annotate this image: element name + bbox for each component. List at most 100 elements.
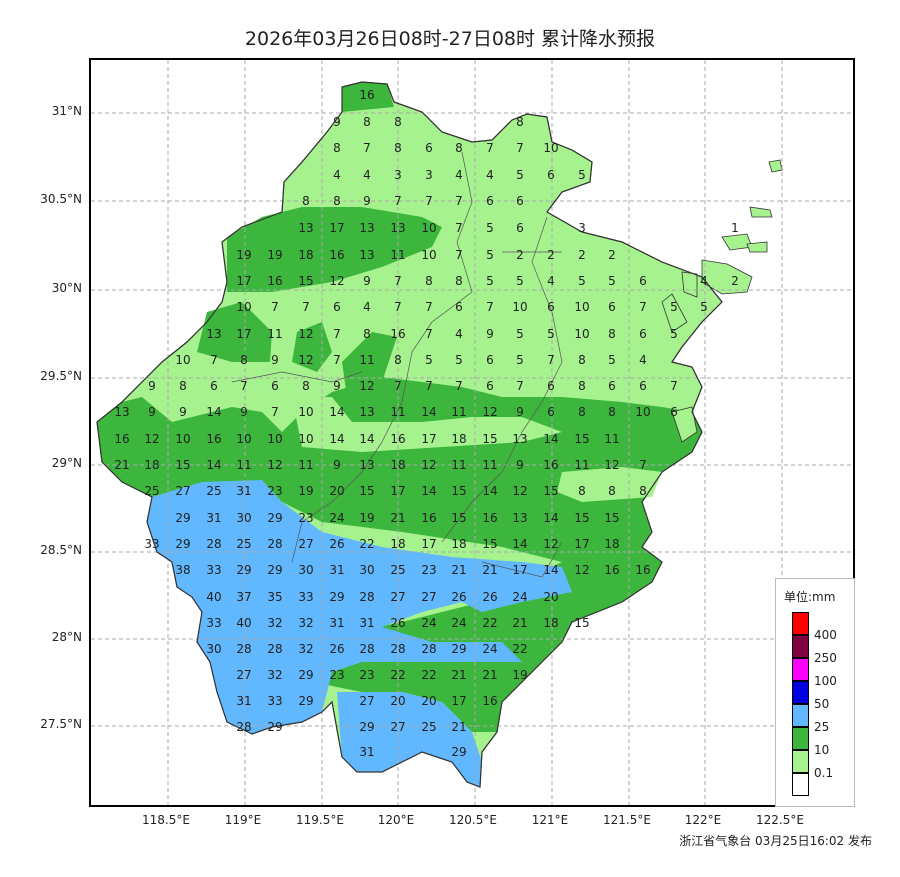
station-value: 17 <box>512 563 528 577</box>
station-value: 8 <box>333 194 341 208</box>
station-value: 24 <box>421 616 437 630</box>
station-value: 12 <box>512 484 528 498</box>
station-value: 12 <box>329 274 345 288</box>
y-label-30-5n: 30.5°N <box>40 192 82 206</box>
station-value: 13 <box>512 432 528 446</box>
station-value: 15 <box>574 616 590 630</box>
station-value: 35 <box>267 590 283 604</box>
station-value: 24 <box>512 590 528 604</box>
station-value: 27 <box>298 537 314 551</box>
y-label-29-5n: 29.5°N <box>40 369 82 383</box>
station-value: 15 <box>574 432 590 446</box>
x-label-121e: 121°E <box>531 813 569 827</box>
station-value: 9 <box>333 458 341 472</box>
station-value: 19 <box>512 668 528 682</box>
legend-swatch-0-1 <box>792 750 809 773</box>
station-value: 15 <box>482 432 498 446</box>
station-value: 17 <box>329 221 345 235</box>
x-label-120e: 120°E <box>377 813 415 827</box>
station-value: 7 <box>425 379 433 393</box>
station-value: 6 <box>486 353 494 367</box>
station-value: 7 <box>394 300 402 314</box>
x-label-119e: 119°E <box>224 813 262 827</box>
station-value: 40 <box>206 590 222 604</box>
station-value: 13 <box>359 405 375 419</box>
station-value: 32 <box>267 668 283 682</box>
station-value: 15 <box>574 511 590 525</box>
station-value: 11 <box>298 458 314 472</box>
station-value: 5 <box>516 168 524 182</box>
station-value: 16 <box>359 88 375 102</box>
station-value: 21 <box>451 563 467 577</box>
station-value: 29 <box>175 537 191 551</box>
station-value: 5 <box>608 353 616 367</box>
station-value: 17 <box>236 274 252 288</box>
station-value: 29 <box>175 511 191 525</box>
station-value: 7 <box>425 194 433 208</box>
x-label-119-5e: 119.5°E <box>296 813 344 827</box>
y-label-27-5n: 27.5°N <box>40 717 82 731</box>
station-value: 9 <box>516 405 524 419</box>
x-label-122-5e: 122.5°E <box>756 813 804 827</box>
station-value: 10 <box>574 300 590 314</box>
station-value: 20 <box>421 694 437 708</box>
station-value: 38 <box>175 563 191 577</box>
station-value: 8 <box>516 115 524 129</box>
station-value: 28 <box>390 642 406 656</box>
legend-label-250: 250 <box>814 651 837 665</box>
station-value: 27 <box>390 720 406 734</box>
y-label-29n: 29°N <box>51 456 82 470</box>
legend-label-0-1: 0.1 <box>814 766 834 780</box>
station-value: 5 <box>547 327 555 341</box>
station-value: 7 <box>547 353 555 367</box>
station-value: 27 <box>421 590 437 604</box>
station-value: 7 <box>425 327 433 341</box>
station-value: 6 <box>486 379 494 393</box>
station-value: 13 <box>359 248 375 262</box>
station-value: 15 <box>543 484 559 498</box>
station-value: 20 <box>390 694 406 708</box>
station-value: 11 <box>236 458 252 472</box>
station-value: 11 <box>451 405 467 419</box>
station-value: 14 <box>421 405 437 419</box>
station-value: 2 <box>578 248 586 262</box>
station-value: 28 <box>267 537 283 551</box>
station-value: 8 <box>455 141 463 155</box>
station-value: 40 <box>236 616 252 630</box>
station-value: 15 <box>451 484 467 498</box>
station-value: 8 <box>578 353 586 367</box>
station-value: 6 <box>516 221 524 235</box>
zone-light-east-band <box>557 467 662 502</box>
station-value: 13 <box>206 327 222 341</box>
station-value: 6 <box>547 300 555 314</box>
station-value: 30 <box>359 563 375 577</box>
station-value: 7 <box>455 379 463 393</box>
station-value: 8 <box>363 327 371 341</box>
station-value: 13 <box>390 221 406 235</box>
zone-10-25-central <box>342 332 397 397</box>
zone-25-50-south <box>337 692 482 787</box>
station-value: 17 <box>421 432 437 446</box>
station-value: 18 <box>604 537 620 551</box>
legend-label-400: 400 <box>814 628 837 642</box>
legend-swatch-400 <box>792 612 809 635</box>
station-value: 9 <box>148 379 156 393</box>
station-value: 11 <box>359 353 375 367</box>
station-value: 16 <box>604 563 620 577</box>
station-value: 7 <box>455 248 463 262</box>
station-value: 23 <box>298 511 314 525</box>
station-value: 32 <box>267 616 283 630</box>
station-value: 8 <box>425 274 433 288</box>
station-value: 26 <box>390 616 406 630</box>
map-title: 2026年03月26日08时-27日08时 累计降水预报 <box>244 28 656 50</box>
station-value: 23 <box>421 563 437 577</box>
station-value: 30 <box>298 563 314 577</box>
station-value: 12 <box>359 379 375 393</box>
station-value: 10 <box>635 405 651 419</box>
zhoushan-islands <box>661 159 783 443</box>
station-value: 6 <box>608 379 616 393</box>
station-value: 6 <box>547 405 555 419</box>
station-value: 7 <box>302 300 310 314</box>
station-value: 14 <box>206 458 222 472</box>
station-value: 29 <box>267 511 283 525</box>
